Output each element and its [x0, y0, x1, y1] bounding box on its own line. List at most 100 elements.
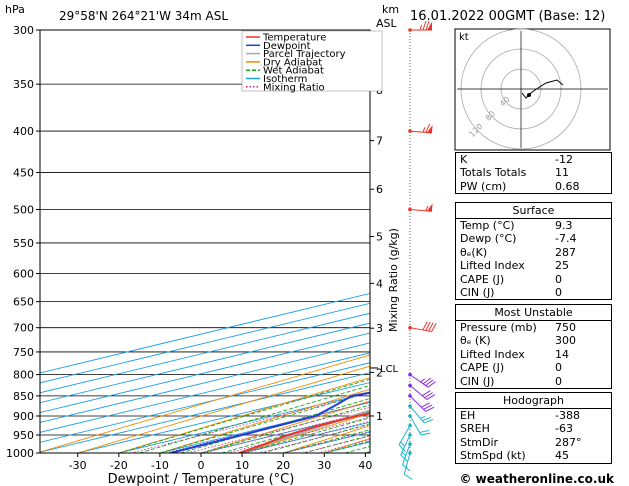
pressure-tick-label: 750 — [13, 346, 34, 359]
barb-flag — [424, 392, 433, 399]
pressure-tick-label: 950 — [13, 429, 34, 442]
barb-half-flag — [419, 24, 422, 31]
barb-dot — [408, 423, 412, 428]
temp-tick-label: 0 — [198, 459, 205, 472]
isotherm-line — [40, 352, 370, 433]
barb-staff — [409, 327, 432, 332]
most-unstable-value: 0 — [555, 361, 562, 375]
barb-staff — [409, 405, 425, 424]
wind-barb — [408, 414, 431, 436]
pressure-tick-label: 650 — [13, 296, 34, 309]
datetime-label: 16.01.2022 00GMT (Base: 12) — [410, 9, 605, 24]
indices-table: K -12 Totals Totals 11 PW (cm) 0.68 — [455, 152, 612, 195]
index-row: PW (cm) 0.68 — [456, 180, 611, 193]
isotherm-line — [40, 362, 370, 443]
x-axis-title: Dewpoint / Temperature (°C) — [108, 472, 295, 486]
barb-half-flag — [401, 451, 407, 457]
isotherm-line — [40, 372, 370, 453]
barb-dot — [408, 404, 412, 408]
isotherm-line — [40, 342, 370, 423]
surface-title: Surface — [456, 203, 611, 219]
isotherm-line — [40, 332, 370, 414]
hodograph-label: StmDir — [460, 435, 499, 449]
most-unstable-label: CAPE (J) — [460, 361, 505, 375]
dry-adiabat-line — [200, 400, 370, 453]
temp-tick-label: 30 — [317, 459, 331, 472]
dewpoint-line — [170, 391, 370, 453]
surface-table: Surface Temp (°C) 9.3 Dewp (°C) -7.4 θₑ(K) 28… — [455, 202, 612, 301]
barb-dot — [408, 325, 412, 330]
index-row: Totals Totals 11 — [456, 166, 611, 179]
barb-staff — [409, 130, 432, 134]
barb-flag — [431, 322, 437, 332]
barb-staff — [409, 385, 428, 400]
surface-label: CAPE (J) — [460, 272, 505, 286]
isotherm-line — [40, 302, 370, 384]
barb-pennant — [426, 125, 433, 133]
temp-tick-label: -10 — [151, 459, 169, 472]
pressure-tick-label: 800 — [13, 369, 34, 382]
barb-flag — [422, 416, 432, 422]
barb-pennant — [427, 22, 432, 30]
most-unstable-row: CIN (J) 0 — [456, 375, 611, 388]
km-tick-label: 5 — [376, 231, 383, 244]
most-unstable-row: θₑ (K) 300 — [456, 334, 611, 347]
barb-flag — [400, 454, 408, 462]
km-tick-label: 1 — [376, 410, 383, 423]
temp-tick-label: -30 — [69, 459, 87, 472]
legend-label: Mixing Ratio — [263, 82, 325, 93]
barb-half-flag — [420, 415, 426, 419]
dry-adiabat-line — [118, 377, 370, 453]
barb-flag — [420, 432, 431, 436]
hodograph-unit-label: kt — [459, 32, 469, 43]
pressure-tick-label: 700 — [13, 322, 34, 335]
barb-pennant — [426, 203, 433, 212]
most-unstable-label: CIN (J) — [460, 374, 495, 388]
hodograph-label: StmSpd (kt) — [460, 449, 526, 463]
barb-flag — [404, 473, 413, 480]
wind-barb — [398, 423, 412, 453]
legend-label: Wet Adiabat — [263, 66, 324, 77]
altitude-unit-label2: ASL — [376, 17, 398, 30]
index-label: Totals Totals — [460, 166, 527, 180]
barb-half-flag — [400, 441, 405, 447]
barb-dot — [408, 28, 412, 32]
index-value: -12 — [555, 153, 573, 166]
barb-dot — [408, 129, 412, 133]
surface-value: 25 — [555, 259, 569, 273]
wind-barb — [402, 442, 412, 472]
dry-adiabat-line — [612, 30, 629, 453]
surface-label: Dewp (°C) — [460, 232, 517, 246]
barb-flag — [425, 321, 431, 331]
index-value: 0.68 — [555, 179, 580, 193]
index-label: K — [460, 153, 468, 166]
barb-flag — [422, 321, 428, 331]
legend-box — [241, 30, 383, 92]
index-label: PW (cm) — [460, 179, 507, 193]
pressure-tick-label: 550 — [13, 237, 34, 250]
surface-value: 287 — [555, 245, 576, 259]
mixing-ratio-line — [226, 416, 370, 453]
barb-staff — [409, 374, 429, 388]
legend-label: Temperature — [262, 33, 326, 44]
surface-label: Temp (°C) — [460, 219, 515, 232]
index-row: K -12 — [456, 153, 611, 166]
barb-dot — [408, 433, 412, 437]
km-tick-label: 7 — [376, 135, 383, 148]
mixing-ratio-line — [244, 420, 370, 453]
most-unstable-label: Lifted Index — [460, 347, 525, 361]
surface-label: Lifted Index — [460, 259, 525, 273]
wind-barb — [408, 404, 434, 424]
barb-dot — [408, 372, 412, 377]
barb-dot — [408, 442, 412, 446]
hodograph-value: 45 — [555, 449, 569, 463]
surface-label: CIN (J) — [460, 286, 495, 300]
most-unstable-value: 750 — [555, 321, 576, 334]
most-unstable-table: Most Unstable Pressure (mb) 750 θₑ (K) 300 L… — [455, 304, 612, 390]
km-tick-label: 2 — [376, 366, 383, 379]
isotherm-line — [40, 322, 370, 404]
hodograph-table: Hodograph EH -388 SREH -63 StmDir 287° StmSpd … — [455, 392, 612, 464]
most-unstable-value: 300 — [555, 334, 576, 348]
surface-value: -7.4 — [555, 232, 577, 246]
